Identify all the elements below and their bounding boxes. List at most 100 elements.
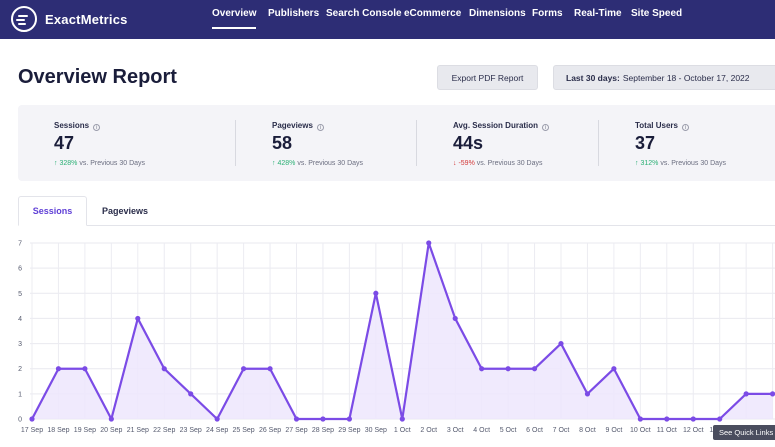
metric-label: Pageviews i: [272, 121, 324, 131]
x-tick-label: 12 Oct: [683, 427, 704, 434]
data-point: [664, 416, 670, 422]
info-icon[interactable]: i: [93, 124, 101, 131]
metric-divider: [416, 120, 417, 166]
arrow-up-icon: ↑: [635, 160, 639, 167]
date-range-selector[interactable]: Last 30 days: September 18 - October 17,…: [553, 65, 775, 90]
x-tick-label: 8 Oct: [579, 427, 596, 434]
x-tick-label: 24 Sep: [206, 427, 228, 434]
metric-label: Avg. Session Duration i: [453, 121, 550, 131]
x-tick-label: 10 Oct: [630, 427, 651, 434]
metric-value: 58: [272, 133, 293, 153]
data-point: [135, 315, 141, 322]
nav-search-console[interactable]: Search Console: [326, 8, 402, 19]
data-point: [717, 416, 723, 422]
nav-ecommerce[interactable]: eCommerce: [404, 8, 462, 19]
data-point: [743, 391, 749, 397]
data-point: [241, 366, 247, 372]
tab-sessions[interactable]: Sessions: [18, 196, 87, 226]
data-point: [531, 366, 538, 372]
info-icon[interactable]: i: [316, 124, 324, 131]
metric-value: 37: [635, 133, 656, 153]
arrow-up-icon: ↑: [272, 160, 276, 167]
data-point: [293, 416, 300, 422]
data-point: [770, 391, 775, 397]
metric-value: 47: [54, 133, 75, 153]
metrics-panel: Sessions i 47 ↑ 328% vs. Previous 30 Days…: [18, 105, 775, 181]
exactmetrics-logo-icon: [11, 6, 37, 32]
x-tick-label: 27 Sep: [285, 427, 307, 434]
x-tick-label: 5 Oct: [500, 427, 517, 434]
data-point: [637, 416, 643, 422]
x-tick-label: 23 Sep: [180, 427, 202, 434]
data-point: [188, 391, 194, 397]
x-tick-label: 22 Sep: [153, 427, 175, 434]
data-point: [55, 366, 62, 372]
x-tick-label: 7 Oct: [553, 427, 570, 434]
data-point: [505, 366, 511, 372]
metric-change: ↑ 328% vs. Previous 30 Days: [54, 160, 146, 167]
x-tick-label: 18 Sep: [47, 427, 69, 434]
info-icon[interactable]: i: [542, 124, 550, 131]
metric-value: 44s: [453, 133, 484, 153]
nav-forms[interactable]: Forms: [532, 8, 563, 19]
export-pdf-button[interactable]: Export PDF Report: [437, 65, 538, 90]
metric-change: ↑ 428% vs. Previous 30 Days: [272, 160, 364, 167]
nav-site-speed[interactable]: Site Speed: [631, 8, 683, 19]
metric-change: ↓ -59% vs. Previous 30 Days: [453, 160, 543, 167]
metric-change: ↑ 312% vs. Previous 30 Days: [635, 160, 727, 167]
data-point: [346, 416, 352, 422]
y-tick-label: 4: [18, 316, 22, 323]
data-point: [214, 416, 220, 422]
x-tick-label: 21 Sep: [127, 427, 149, 434]
x-tick-label: 26 Sep: [259, 427, 281, 434]
brand-logo[interactable]: ExactMetrics: [10, 6, 128, 32]
x-tick-label: 25 Sep: [233, 427, 255, 434]
arrow-down-icon: ↓: [453, 160, 457, 167]
tab-pageviews[interactable]: Pageviews: [101, 206, 149, 216]
data-point: [108, 416, 114, 422]
page-title: Overview Report: [18, 66, 177, 88]
data-point: [479, 366, 485, 372]
data-point: [611, 366, 617, 372]
y-tick-label: 0: [18, 417, 22, 424]
nav-publishers[interactable]: Publishers: [268, 8, 320, 19]
x-tick-label: 3 Oct: [447, 427, 464, 434]
metric-divider: [235, 120, 236, 166]
data-point: [161, 366, 167, 372]
sessions-chart: 0 1 2 3 4 5 6 7 17 Sep 18 Sep 19 Sep 20 Sep 21 Sep 22…: [18, 240, 775, 434]
x-tick-label: 2 Oct: [420, 427, 437, 434]
data-point: [373, 290, 379, 296]
data-point: [82, 366, 88, 372]
x-tick-label: 19 Sep: [74, 427, 96, 434]
info-icon[interactable]: i: [681, 124, 689, 131]
data-point: [29, 416, 35, 422]
nav-overview[interactable]: Overview: [212, 8, 257, 29]
x-tick-label: 29 Sep: [338, 427, 360, 434]
data-point: [584, 391, 591, 397]
tabs-baseline: [18, 225, 775, 226]
data-point: [690, 416, 696, 422]
data-point: [426, 240, 432, 246]
y-tick-label: 7: [18, 241, 22, 248]
x-tick-label: 30 Sep: [365, 427, 387, 434]
data-point: [399, 416, 405, 422]
metric-divider: [598, 120, 599, 166]
data-point: [320, 416, 326, 422]
metric-label: Total Users i: [635, 121, 689, 131]
nav-real-time[interactable]: Real-Time: [574, 8, 622, 19]
nav-dimensions[interactable]: Dimensions: [469, 8, 526, 19]
x-tick-label: 17 Sep: [21, 427, 43, 434]
y-tick-label: 2: [18, 366, 22, 373]
x-tick-label: 6 Oct: [526, 427, 543, 434]
top-nav-bar: ExactMetrics Overview Publishers Search …: [0, 0, 775, 39]
arrow-up-icon: ↑: [54, 160, 58, 167]
y-tick-label: 5: [18, 291, 22, 298]
quick-links-button[interactable]: See Quick Links: [713, 425, 775, 440]
x-tick-label: 9 Oct: [606, 427, 623, 434]
data-point: [452, 315, 458, 322]
metric-label: Sessions i: [54, 121, 101, 131]
brand-name: ExactMetrics: [45, 11, 128, 27]
data-point: [558, 340, 564, 347]
x-tick-label: 11 Oct: [657, 427, 677, 434]
x-tick-label: 4 Oct: [473, 427, 490, 434]
